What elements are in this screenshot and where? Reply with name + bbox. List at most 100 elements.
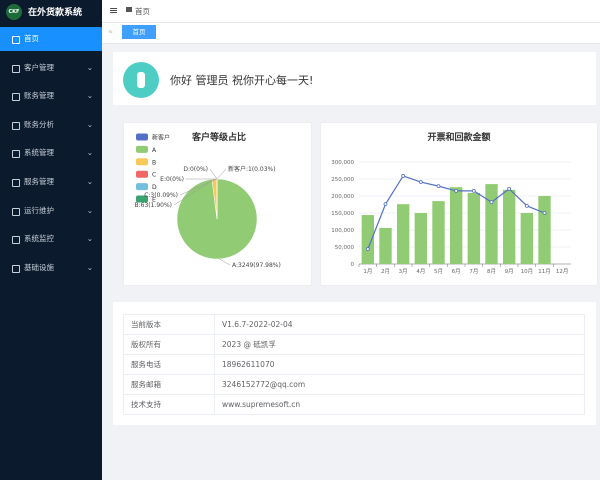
menu-item[interactable]: 服务管理 ⌄ [0,170,102,194]
bar [432,201,445,264]
chevron: ⌄ [86,148,93,158]
menu-label: 系统监控 [24,234,54,244]
chevron: ⌄ [86,262,93,272]
x-tick-label: 7月 [469,268,478,275]
menu-toggle[interactable]: ≡ [109,4,119,17]
x-tick-label: 1月 [363,268,372,275]
app-title: 在外货款系统 [28,8,83,18]
info-label: 当前版本 [123,314,215,335]
bar [396,204,410,264]
label-line [173,178,215,206]
menu-label: 服务管理 [24,177,54,186]
menu-item[interactable]: 账务管理 ⌄ [0,84,102,108]
bar [379,227,392,264]
bar [538,196,551,264]
menu-label: 账务管理 [24,91,54,101]
label-line [179,178,217,196]
slice-label: D:0(0%) [183,166,208,173]
sidebar: CKF 在外货款系统 首页 客户管理 ⌄ 账务管理 ⌄ 账务分析 ⌄ 系统管理 ⌄ 服务管理 ⌄ 运行… [0,0,102,480]
legend-swatch [136,133,148,141]
slice-label: E:0(0%) [160,176,184,183]
legend-label: E [152,197,156,204]
menu-item[interactable]: 系统监控 ⌄ [0,227,102,251]
bar [485,184,498,264]
bar [449,187,463,264]
info-row: 当前版本 V1.6.7-2022-02-04 [123,314,585,335]
bar [361,215,375,264]
info-value: www.supremesoft.cn [214,394,585,415]
welcome-text: 你好 管理员 祝你开心每一天! [170,74,314,87]
bar-card: 开票和回款金额 0 50,000 100,000 150,000 200,000 250,0… [320,122,598,286]
chevron: ⌄ [86,177,93,186]
bar [467,192,481,264]
y-tick-label: 300,000 [331,160,354,166]
info-label: 服务电话 [123,354,215,375]
breadcrumb[interactable]: 首页 [135,7,150,16]
legend-label: C [152,172,156,179]
chevron: ⌄ [86,119,93,129]
y-tick-label: 250,000 [331,177,354,183]
line-point [383,202,388,207]
menu-label: 账务分析 [24,119,54,129]
line-point [365,247,370,251]
home-icon [126,7,132,12]
x-tick-label: 8月 [487,268,496,275]
menu-icon [12,264,20,273]
menu-icon [12,150,20,159]
x-tick-label: 2月 [381,268,390,275]
chevron: ⌄ [86,62,93,72]
menu-icon [12,93,20,102]
menu-item[interactable]: 首页 [0,27,102,51]
bar-chart: 开票和回款金额 0 50,000 100,000 150,000 200,000 250,0… [331,131,571,275]
label-line [216,168,227,180]
legend-label: 新客户 [152,134,170,142]
line-point [507,186,512,191]
line-point [524,203,529,208]
menu-item[interactable]: 运行维护 ⌄ [0,199,102,223]
menu-item[interactable]: 系统管理 ⌄ [0,141,102,165]
info-card: 当前版本 V1.6.7-2022-02-04 版权所有 2023 @ 砥凯孚 服务电话 1… [113,302,596,425]
menu-item[interactable]: 客户管理 ⌄ [0,56,102,80]
x-tick-label: 4月 [416,268,425,275]
x-tick-label: 3月 [399,268,408,275]
line-point [401,174,406,178]
tab-bar: « 首页 [102,23,600,44]
info-label: 版权所有 [123,334,215,355]
info-row: 服务邮箱 3246152772@qq.com [123,374,585,395]
tab-scroll[interactable]: « [108,27,113,36]
avatar [123,62,159,98]
x-tick-label: 12月 [556,268,569,275]
menu-label: 基础设施 [24,262,54,272]
x-tick-label: 6月 [452,268,461,275]
menu-item[interactable]: 基础设施 ⌄ [0,256,102,280]
tab[interactable]: 首页 [122,25,156,39]
legend-label: D [152,184,157,191]
header: ≡ 首页 [102,0,600,23]
logo: CKF [6,4,22,20]
info-value: 2023 @ 砥凯孚 [214,334,585,355]
bar [520,213,534,264]
label-line [219,258,231,266]
y-tick-label: 100,000 [331,228,354,234]
line-point [454,189,459,193]
y-tick-label: 200,000 [331,194,354,200]
menu-icon [12,64,20,73]
slice-label: B:63(1.90%) [134,202,172,209]
legend-swatch [136,195,148,203]
legend-swatch [136,170,148,178]
info-row: 技术支持 www.supremesoft.cn [123,394,585,415]
menu-icon [12,236,20,245]
info-row: 服务电话 18962611070 [123,354,585,375]
menu-icon [12,121,20,130]
chart-title: 客户等级占比 [191,131,246,143]
info-table: 当前版本 V1.6.7-2022-02-04 版权所有 2023 @ 砥凯孚 服务电话 1… [123,314,585,415]
x-tick-label: 11月 [538,268,551,275]
line-point [471,189,476,193]
line-point [418,180,423,184]
line-point [436,184,441,189]
info-row: 版权所有 2023 @ 砥凯孚 [123,334,585,355]
menu-item[interactable]: 账务分析 ⌄ [0,113,102,137]
y-tick-label: 0 [351,262,355,268]
menu-label: 客户管理 [24,62,54,72]
